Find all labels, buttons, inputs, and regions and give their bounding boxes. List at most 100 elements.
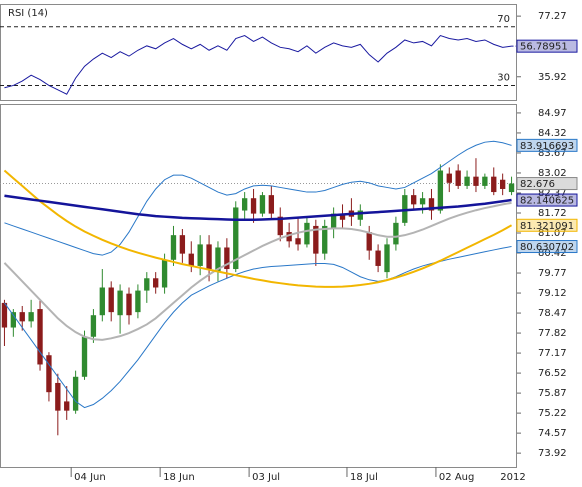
candle-body xyxy=(375,250,381,266)
candle-body xyxy=(304,222,310,245)
candle-body xyxy=(170,235,177,260)
y-tick-label: 76.52 xyxy=(538,368,567,379)
level-label: 70 xyxy=(497,14,510,25)
candle-body xyxy=(215,247,221,273)
candle-body xyxy=(206,244,212,270)
value-box-label: 80.630702 xyxy=(520,242,574,253)
candle-body xyxy=(419,198,426,205)
candle-body xyxy=(197,244,203,266)
candle-body xyxy=(117,290,123,316)
rsi-line xyxy=(4,35,512,95)
y-tick-label: 35.92 xyxy=(538,72,567,83)
candle-body xyxy=(384,244,390,273)
y-tick-label: 83.67 xyxy=(538,148,567,159)
candle-body xyxy=(135,290,141,313)
y-tick-label: 79.77 xyxy=(538,268,567,279)
candle-body xyxy=(224,247,230,270)
indicator-line xyxy=(3,201,512,341)
candle-body xyxy=(322,225,328,254)
value-box xyxy=(516,218,578,232)
candle-body xyxy=(491,176,497,193)
candle-body xyxy=(455,170,461,186)
candle-body xyxy=(90,315,97,337)
candle-body xyxy=(10,312,17,328)
value-box xyxy=(516,39,578,53)
candle-body xyxy=(437,170,444,211)
x-tick-label: 02 Aug xyxy=(439,472,474,483)
candle-body xyxy=(446,173,452,183)
candle-body xyxy=(81,336,88,377)
candle-body xyxy=(508,183,515,193)
candle-body xyxy=(188,253,194,266)
y-tick-label: 82.37 xyxy=(538,188,567,199)
candle-body xyxy=(1,302,8,328)
y-tick-label: 77.82 xyxy=(538,328,567,339)
y-tick-label: 78.47 xyxy=(538,308,567,319)
candle-body xyxy=(64,401,70,411)
y-tick-label: 75.87 xyxy=(538,388,567,399)
candle-body xyxy=(233,207,239,270)
y-tick-label: 79.12 xyxy=(538,288,567,299)
indicator-line xyxy=(4,246,512,409)
candle-body xyxy=(499,179,506,189)
y-tick-label: 73.92 xyxy=(538,448,567,459)
value-box xyxy=(516,177,578,191)
candle-body xyxy=(313,225,319,254)
candle-body xyxy=(482,176,488,186)
year-label: 2012 xyxy=(500,472,525,483)
candle-body xyxy=(295,238,301,245)
candle-body xyxy=(277,216,283,236)
candle-body xyxy=(259,195,266,214)
candle-body xyxy=(179,235,186,254)
y-tick-label: 83.02 xyxy=(538,168,567,179)
candle-body xyxy=(108,287,114,313)
y-tick-label: 81.72 xyxy=(538,208,567,219)
value-box-label: 83.916693 xyxy=(520,141,574,152)
x-tick-label: 18 Jul xyxy=(350,472,378,483)
y-tick-label: 74.57 xyxy=(538,428,567,439)
indicator-line xyxy=(4,194,512,222)
value-box-label: 82.676 xyxy=(520,179,555,190)
candle-body xyxy=(144,278,150,291)
value-box-label: 56.78951 xyxy=(520,42,568,53)
indicator-line xyxy=(4,140,512,256)
candle-body xyxy=(473,176,479,186)
candle-body xyxy=(28,312,34,322)
candle-body xyxy=(339,213,346,220)
candle-body xyxy=(428,198,435,211)
candle-body xyxy=(411,195,417,205)
candle-body xyxy=(126,293,132,316)
candle-body xyxy=(286,232,292,242)
y-tick-label: 75.22 xyxy=(538,408,567,419)
y-tick-label: 77.27 xyxy=(538,11,567,22)
value-box xyxy=(516,240,578,254)
candle-body xyxy=(357,210,363,220)
price-panel xyxy=(0,104,517,468)
y-tick-label: 81.07 xyxy=(538,228,567,239)
value-box xyxy=(516,138,578,152)
candle-body xyxy=(241,198,248,211)
candle-body xyxy=(250,198,257,214)
candle-body xyxy=(37,309,43,365)
candle-body xyxy=(55,382,61,411)
candle-body xyxy=(330,213,337,230)
y-tick-label: 84.97 xyxy=(538,108,567,119)
x-tick-label: 04 Jun xyxy=(74,472,106,483)
candle-body xyxy=(19,312,25,322)
candle-body xyxy=(99,287,105,316)
value-box-label: 81.321091 xyxy=(520,221,574,232)
candle-body xyxy=(72,376,79,411)
rsi-panel xyxy=(0,4,517,101)
candle-body xyxy=(161,259,168,288)
candle-body xyxy=(153,278,159,288)
y-tick-label: 77.17 xyxy=(538,348,567,359)
indicator-line xyxy=(3,169,513,288)
y-tick-label: 84.32 xyxy=(538,128,567,139)
candle-body xyxy=(464,176,470,186)
candle-body xyxy=(46,355,52,393)
x-tick-label: 18 Jun xyxy=(163,472,195,483)
value-box xyxy=(516,193,578,207)
value-box-label: 82.140625 xyxy=(520,196,574,207)
y-tick-label: 80.42 xyxy=(538,248,567,259)
